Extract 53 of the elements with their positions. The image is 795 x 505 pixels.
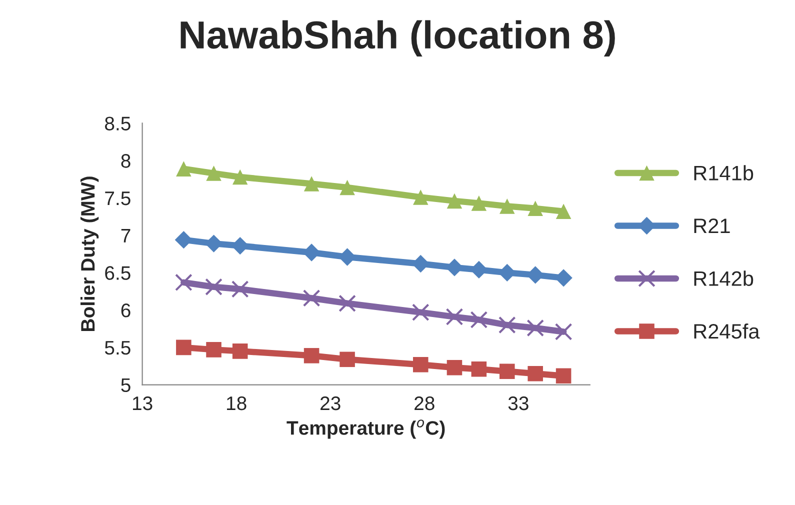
point [500,198,515,214]
point [338,294,356,312]
y-tick-label: 5.5 [104,341,130,355]
point [302,289,320,307]
x-tick-label: 33 [508,396,528,410]
point [528,366,543,382]
point [526,319,544,337]
y-axis-title: Bolier Duty (MW) [80,176,99,332]
legend-label: R21 [694,218,730,234]
point [471,361,487,377]
point [176,340,192,356]
point [446,193,462,209]
point [232,344,248,359]
point [205,278,222,296]
x-axis-title: Temperature ($^{o}$C) [286,420,445,439]
x-tick-label: 18 [227,396,246,410]
point [556,204,572,220]
point [340,352,355,368]
point [304,176,320,192]
legend-label: R141b [694,165,754,180]
point [446,360,462,376]
point [206,342,222,358]
y-tick-label: 7.5 [105,192,130,206]
y-tick-label: 5 [121,378,130,392]
y-tick-label: 6 [121,304,130,318]
y-tick-label: 7 [121,229,130,242]
point [446,308,464,326]
x-tick-label: 23 [320,396,340,410]
point [500,364,515,379]
point [206,166,222,181]
point [528,200,543,216]
point [471,196,487,211]
point [174,274,192,292]
chart-title: NawabShah (location 8) [180,20,615,56]
legend-label: R245fa [694,323,760,339]
point [412,304,430,321]
point [340,180,355,196]
y-tick-label: 6.5 [105,266,130,280]
point [412,190,428,205]
point [232,169,248,185]
point [412,356,428,372]
point [470,311,488,328]
point [498,316,516,334]
point [231,280,249,298]
point [176,161,192,176]
x-tick-label: 28 [414,396,434,410]
y-tick-label: 8.5 [105,116,130,130]
x-tick-label: 13 [132,396,152,410]
y-tick-label: 8 [121,154,130,168]
point [304,348,320,364]
point [556,368,572,384]
legend-label: R142b [694,270,754,286]
point [554,323,572,340]
